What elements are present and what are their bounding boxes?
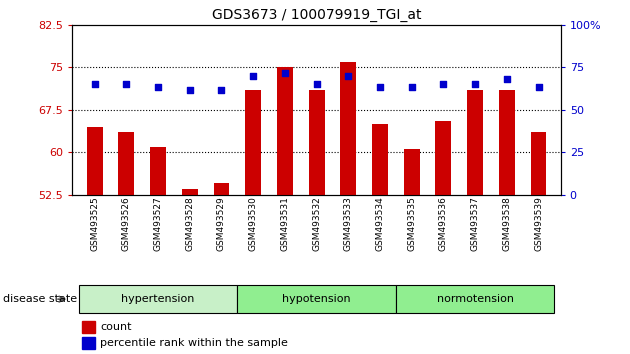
Point [280, 70, 290, 76]
Bar [435, 121, 451, 195]
Point [375, 84, 385, 90]
FancyBboxPatch shape [79, 285, 238, 314]
Bar [82, 321, 95, 333]
Point [406, 84, 416, 90]
Point [185, 87, 195, 93]
Text: disease state: disease state [3, 294, 77, 304]
Point [122, 81, 132, 87]
Bar [87, 127, 103, 195]
Bar [404, 149, 420, 195]
Text: hypertension: hypertension [122, 294, 195, 304]
Bar [530, 132, 546, 195]
Bar [467, 90, 483, 195]
Text: count: count [100, 322, 132, 332]
Point [248, 73, 258, 79]
Bar [499, 90, 515, 195]
Text: normotension: normotension [437, 294, 513, 304]
Text: percentile rank within the sample: percentile rank within the sample [100, 338, 288, 348]
Point [438, 81, 449, 87]
Bar [277, 67, 293, 195]
Bar [214, 183, 229, 195]
Point [343, 73, 353, 79]
FancyBboxPatch shape [238, 285, 396, 314]
Title: GDS3673 / 100079919_TGI_at: GDS3673 / 100079919_TGI_at [212, 8, 421, 22]
Text: hypotension: hypotension [282, 294, 351, 304]
Bar [118, 132, 134, 195]
Bar [82, 337, 95, 349]
FancyBboxPatch shape [396, 285, 554, 314]
Bar [245, 90, 261, 195]
Point [153, 84, 163, 90]
Bar [340, 62, 356, 195]
Point [312, 81, 322, 87]
Point [534, 84, 544, 90]
Bar [150, 147, 166, 195]
Point [501, 76, 512, 81]
Point [470, 81, 480, 87]
Point [89, 81, 100, 87]
Bar [309, 90, 324, 195]
Bar [372, 124, 388, 195]
Point [217, 87, 227, 93]
Bar [182, 189, 198, 195]
